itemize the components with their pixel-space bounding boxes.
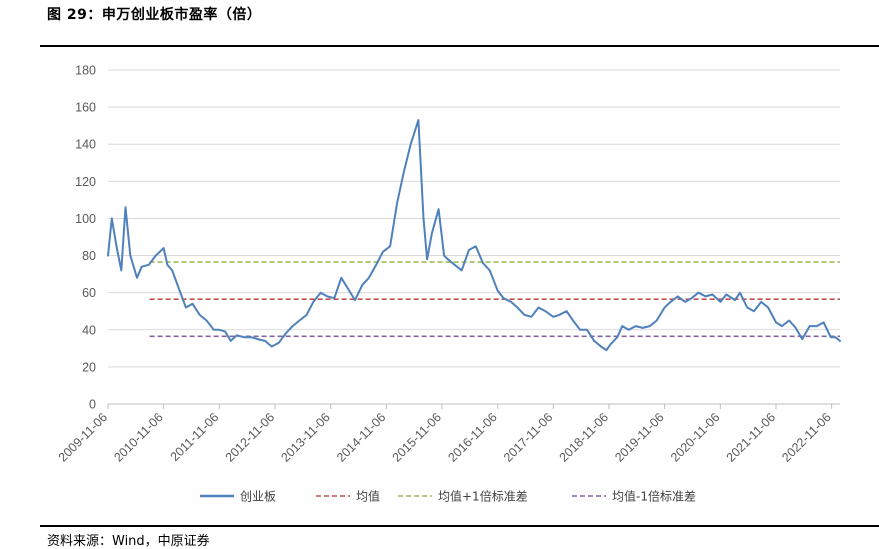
x-tick-label: 2020-11-06 bbox=[668, 410, 722, 464]
y-tick-label: 80 bbox=[82, 249, 96, 263]
legend-label: 均值-1倍标准差 bbox=[612, 489, 696, 504]
legend-label: 均值+1倍标准差 bbox=[438, 489, 528, 504]
x-tick-label: 2015-11-06 bbox=[390, 410, 444, 464]
x-tick-label: 2010-11-06 bbox=[111, 410, 165, 464]
x-tick-label: 2017-11-06 bbox=[501, 410, 555, 464]
x-tick-label: 2019-11-06 bbox=[612, 410, 666, 464]
top-rule bbox=[40, 45, 879, 47]
series-line-创业板 bbox=[107, 119, 841, 352]
y-tick-label: 40 bbox=[82, 323, 96, 337]
y-tick-label: 0 bbox=[89, 398, 96, 412]
x-tick-label: 2011-11-06 bbox=[168, 410, 222, 464]
bottom-rule bbox=[40, 525, 879, 527]
x-tick-label: 2012-11-06 bbox=[223, 410, 277, 464]
x-tick-label: 2016-11-06 bbox=[445, 410, 499, 464]
figure-title: 图 29：申万创业板市盈率（倍） bbox=[47, 7, 262, 23]
legend-label: 均值 bbox=[356, 489, 380, 504]
x-tick-label: 2021-11-06 bbox=[724, 410, 778, 464]
y-tick-label: 140 bbox=[75, 138, 96, 152]
y-tick-label: 120 bbox=[75, 175, 96, 189]
x-tick-label: 2013-11-06 bbox=[278, 410, 332, 464]
x-tick-label: 2022-11-06 bbox=[779, 410, 833, 464]
source-note: 资料来源：Wind，中原证券 bbox=[47, 534, 210, 549]
x-tick-label: 2009-11-06 bbox=[56, 410, 110, 464]
y-tick-label: 60 bbox=[82, 286, 96, 300]
y-tick-label: 180 bbox=[75, 64, 96, 78]
x-tick-label: 2018-11-06 bbox=[557, 410, 611, 464]
x-tick-label: 2014-11-06 bbox=[334, 410, 388, 464]
y-tick-label: 20 bbox=[82, 360, 96, 374]
y-tick-label: 160 bbox=[75, 101, 96, 115]
y-tick-label: 100 bbox=[75, 212, 96, 226]
legend-label: 创业板 bbox=[240, 490, 276, 504]
